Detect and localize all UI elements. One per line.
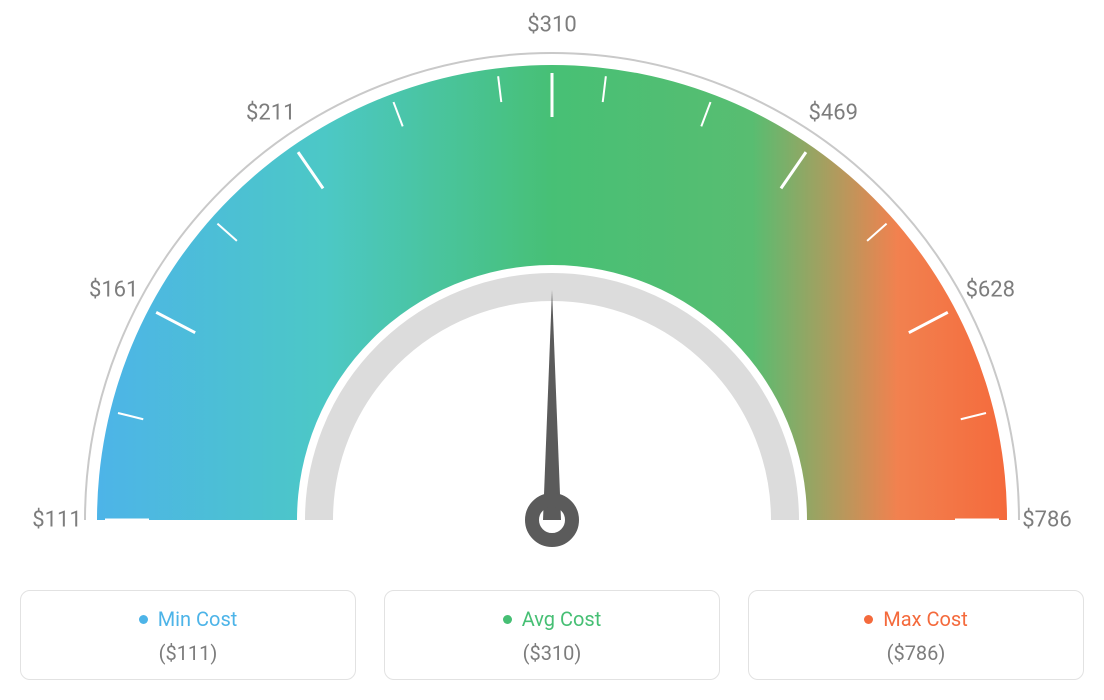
legend-title-text: Avg Cost [522, 607, 602, 631]
legend-value: ($786) [749, 641, 1083, 665]
gauge-tick-label: $161 [89, 277, 138, 302]
legend-title: Min Cost [139, 607, 238, 631]
gauge-needle [543, 290, 561, 520]
gauge-tick-label: $310 [527, 13, 576, 38]
gauge-tick-label: $628 [966, 277, 1015, 302]
legend-card: Min Cost ($111) [20, 590, 356, 680]
legend-card: Avg Cost ($310) [384, 590, 720, 680]
legend-dot-icon [503, 615, 512, 624]
gauge-tick-label: $111 [32, 508, 81, 533]
legend-card: Max Cost ($786) [748, 590, 1084, 680]
gauge-tick-label: $469 [808, 100, 857, 125]
legend-title: Max Cost [864, 607, 968, 631]
legend-row: Min Cost ($111) Avg Cost ($310) Max Cost ($78… [20, 590, 1084, 680]
legend-title-text: Min Cost [158, 607, 238, 631]
legend-dot-icon [864, 615, 873, 624]
legend-dot-icon [139, 615, 148, 624]
gauge-tick-label: $211 [246, 100, 295, 125]
legend-title-text: Max Cost [883, 607, 968, 631]
gauge-chart: $111$161$211$310$469$628$786 [20, 20, 1084, 580]
legend-value: ($111) [21, 641, 355, 665]
legend-value: ($310) [385, 641, 719, 665]
legend-title: Avg Cost [503, 607, 602, 631]
chart-container: $111$161$211$310$469$628$786 Min Cost($1… [20, 20, 1084, 680]
gauge-tick-label: $786 [1022, 508, 1071, 533]
